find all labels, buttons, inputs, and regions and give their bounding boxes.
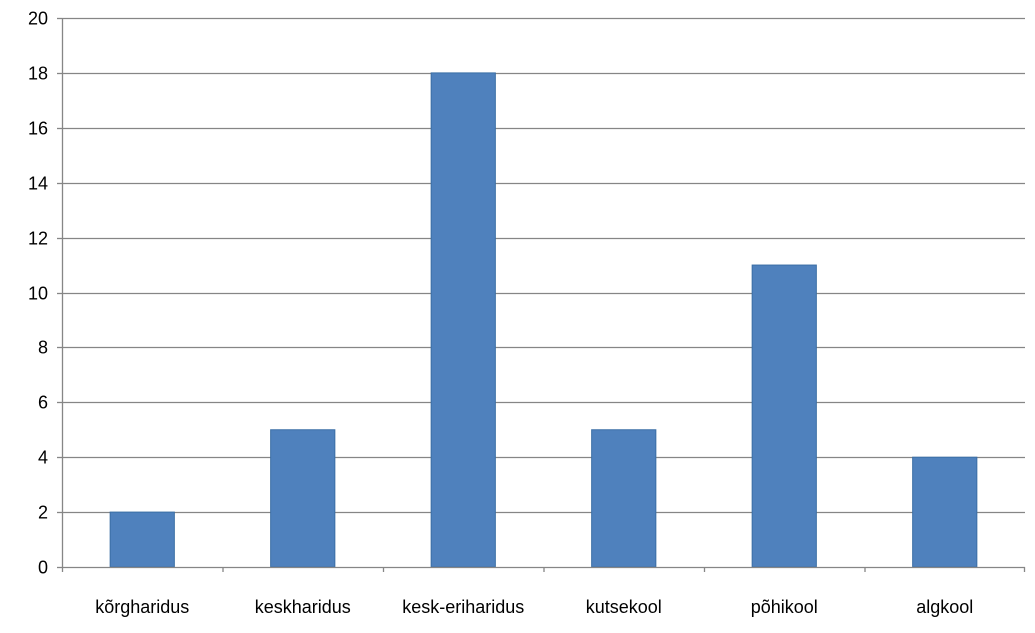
y-tick-label: 4 [38,448,48,468]
x-category-label: kõrgharidus [95,597,189,617]
y-tick-label: 18 [28,64,48,84]
y-tick-label: 20 [28,9,48,29]
y-tick-label: 10 [28,284,48,304]
gridlines [62,17,1025,514]
y-axis-tick-labels: 0 2 4 6 8 10 12 14 16 18 20 [28,9,48,578]
y-tick-label: 14 [28,174,48,194]
x-axis-category-labels: kõrgharidus keskharidus kesk-eriharidus kut… [95,597,973,617]
bar [109,511,175,568]
y-tick-label: 0 [38,558,48,578]
y-tick-label: 8 [38,338,48,358]
bar [270,429,336,568]
bar [912,456,978,568]
bar [430,72,496,568]
y-tick-label: 16 [28,119,48,139]
axes [57,17,1026,572]
x-category-label: algkool [916,597,973,617]
x-category-label: kutsekool [586,597,662,617]
bars [109,72,978,568]
x-category-label: põhikool [751,597,818,617]
x-category-label: keskharidus [255,597,351,617]
x-category-label: kesk-eriharidus [402,597,524,617]
bar [591,429,657,568]
y-tick-label: 2 [38,503,48,523]
y-tick-label: 12 [28,229,48,249]
bar [751,264,817,568]
y-tick-label: 6 [38,393,48,413]
